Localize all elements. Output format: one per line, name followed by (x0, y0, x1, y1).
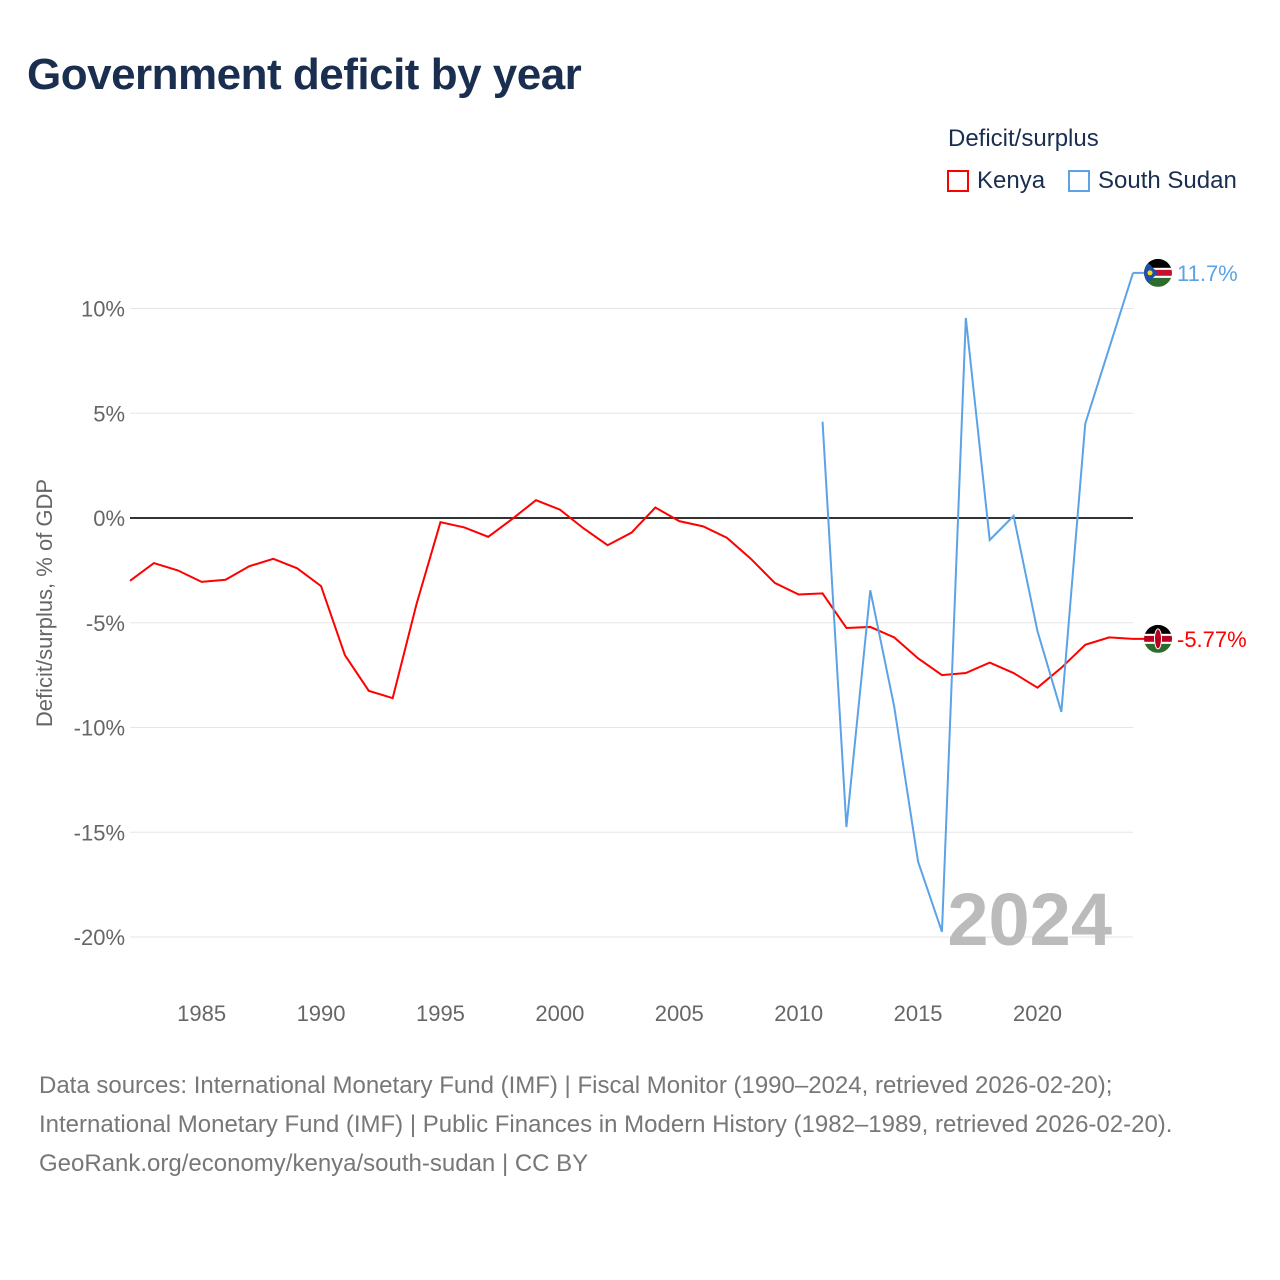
line-chart: 10% 5% 0% -5% -10% -15% -20% 1985 1990 1995 2000 20… (32, 258, 1247, 1026)
y-tick-label: 10% (81, 297, 125, 322)
legend-swatch-south-sudan (1068, 170, 1090, 192)
kenya-flag-icon (1144, 624, 1172, 653)
year-annotation: 2024 (947, 878, 1112, 961)
y-tick-label: -5% (86, 611, 125, 636)
x-tick-label: 2000 (535, 1001, 584, 1026)
y-tick-label: 0% (93, 506, 125, 531)
x-tick-label: 2015 (894, 1001, 943, 1026)
legend-label: South Sudan (1098, 167, 1237, 194)
chart-title: Government deficit by year (27, 50, 582, 99)
x-tick-label: 2005 (655, 1001, 704, 1026)
x-tick-label: 1985 (177, 1001, 226, 1026)
end-value-label: 11.7% (1177, 261, 1238, 286)
y-tick-label: 5% (93, 401, 125, 426)
legend-label: Kenya (977, 167, 1046, 194)
data-sources: Data sources: International Monetary Fun… (39, 1072, 1173, 1138)
legend-title: Deficit/surplus (948, 125, 1099, 152)
credit-link[interactable]: GeoRank.org/economy/kenya/south-sudan | … (39, 1150, 589, 1177)
legend-swatch-kenya (947, 170, 969, 192)
end-value-label: -5.77% (1177, 627, 1247, 652)
y-tick-label: -15% (74, 820, 125, 845)
x-tick-label: 1995 (416, 1001, 465, 1026)
y-axis-label: Deficit/surplus, % of GDP (32, 479, 57, 727)
south-sudan-flag-icon (1144, 258, 1172, 287)
x-tick-label: 2020 (1013, 1001, 1062, 1026)
x-tick-label: 2010 (774, 1001, 823, 1026)
series-line-kenya (129, 499, 1134, 700)
y-tick-label: -20% (74, 925, 125, 950)
footer: Data sources: International Monetary Fun… (39, 1066, 1239, 1183)
y-tick-label: -10% (74, 716, 125, 741)
legend-item-south-sudan[interactable]: South Sudan (1068, 167, 1237, 195)
series-line-south-sudan (821, 272, 1134, 933)
legend-item-kenya[interactable]: Kenya (947, 167, 1045, 195)
x-tick-label: 1990 (297, 1001, 346, 1026)
